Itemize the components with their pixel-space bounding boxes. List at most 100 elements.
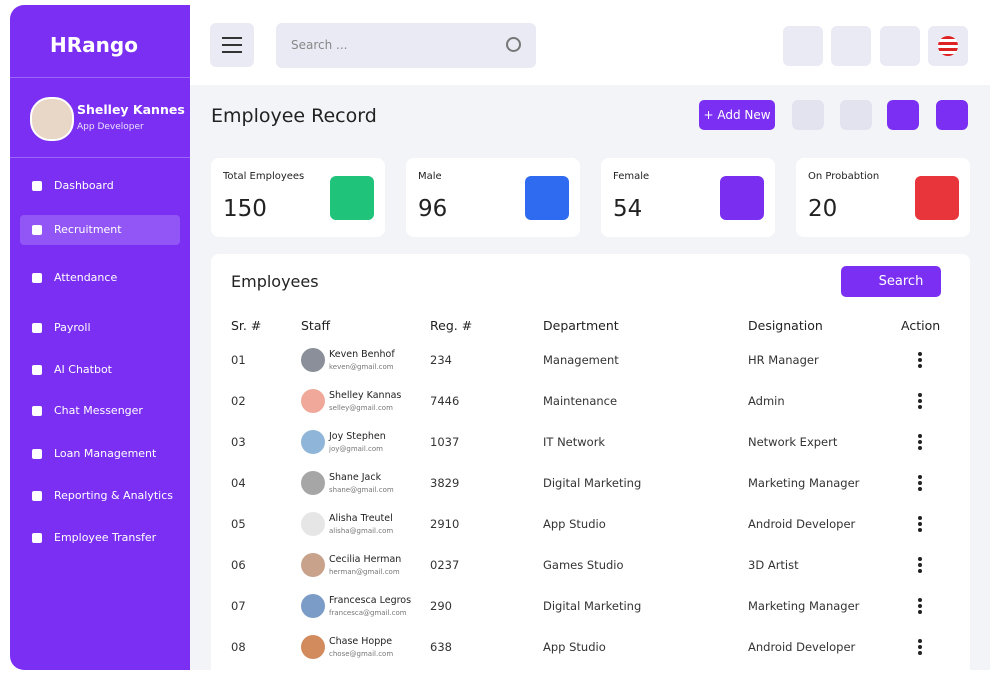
nav-item[interactable]: Recruitment (20, 215, 180, 245)
stat-icon (525, 176, 569, 220)
nav-item[interactable]: Attendance (20, 263, 180, 293)
action-menu[interactable] (918, 440, 922, 444)
reg-number: 1037 (430, 435, 460, 449)
action-menu[interactable] (918, 399, 922, 403)
nav-icon (32, 273, 42, 283)
user-avatar (30, 97, 74, 141)
info-action[interactable] (887, 100, 919, 130)
stat-value: 96 (418, 196, 448, 222)
sr-number: 02 (231, 394, 246, 408)
theme-button[interactable] (783, 26, 823, 66)
staff-email: joy@gmail.com (329, 445, 383, 453)
staff-name: Francesca Legros (329, 595, 412, 606)
nav-item[interactable]: Dashboard (20, 171, 180, 201)
content: Employee Record + Add New Total Employee… (190, 85, 990, 675)
stat-card: On Probabtion 20 (796, 158, 970, 237)
nav-item[interactable]: Reporting & Analytics (20, 481, 180, 511)
reg-number: 234 (430, 353, 452, 367)
divider (10, 157, 190, 158)
reg-number: 7446 (430, 394, 460, 408)
nav-icon (32, 406, 42, 416)
staff-avatar (301, 635, 325, 659)
user-name: Shelley Kannes (77, 102, 185, 117)
action-menu[interactable] (918, 522, 922, 526)
nav-icon (32, 449, 42, 459)
stat-card: Total Employees 150 (211, 158, 385, 237)
staff-avatar (301, 348, 325, 372)
action-menu[interactable] (918, 604, 922, 608)
notification-button[interactable] (880, 26, 920, 66)
action-menu[interactable] (918, 563, 922, 567)
staff-email: alisha@gmail.com (329, 527, 394, 535)
staff-name: Shane Jack (329, 472, 382, 483)
stat-label: Total Employees (223, 171, 305, 182)
designation: Android Developer (748, 517, 856, 531)
department: IT Network (543, 435, 606, 449)
nav-item[interactable]: Employee Transfer (20, 523, 180, 553)
reg-number: 3829 (430, 476, 460, 490)
column-header: Sr. # (231, 318, 262, 333)
filter-action[interactable] (936, 100, 968, 130)
table-search-button[interactable]: Search (841, 266, 941, 297)
employee-table: Employees Search Sr. # Staff Reg. # Departm… (211, 254, 970, 675)
topbar: Search ... (190, 5, 990, 85)
column-header: Department (543, 318, 619, 333)
reg-number: 2910 (430, 517, 460, 531)
designation: HR Manager (748, 353, 819, 367)
stat-icon (330, 176, 374, 220)
reg-number: 638 (430, 640, 452, 654)
language-button[interactable] (928, 26, 968, 66)
search-icon (506, 37, 521, 52)
reg-number: 290 (430, 599, 452, 613)
sidebar: HRango Shelley Kannes App Developer Dash… (10, 5, 190, 670)
column-header: Designation (748, 318, 823, 333)
designation: 3D Artist (748, 558, 799, 572)
nav-icon (32, 491, 42, 501)
department: App Studio (543, 517, 606, 531)
nav-item[interactable]: AI Chatbot (20, 355, 180, 385)
action-menu[interactable] (918, 645, 922, 649)
nav-icon (32, 365, 42, 375)
staff-name: Keven Benhof (329, 349, 395, 360)
divider (10, 77, 190, 78)
staff-email: francesca@gmail.com (329, 609, 407, 617)
sr-number: 04 (231, 476, 246, 490)
call-action[interactable] (840, 100, 872, 130)
user-role: App Developer (77, 122, 144, 132)
add-button[interactable]: + Add New (699, 100, 775, 130)
department: Maintenance (543, 394, 618, 408)
nav-icon (32, 323, 42, 333)
department: Digital Marketing (543, 599, 642, 613)
staff-email: shane@gmail.com (329, 486, 394, 494)
stat-icon (720, 176, 764, 220)
department: Management (543, 353, 619, 367)
nav-item[interactable]: Loan Management (20, 439, 180, 469)
sr-number: 01 (231, 353, 246, 367)
search-placeholder: Search ... (291, 38, 348, 52)
staff-email: herman@gmail.com (329, 568, 400, 576)
stat-icon (915, 176, 959, 220)
action-menu[interactable] (918, 481, 922, 485)
menu-button[interactable] (210, 23, 254, 67)
designation: Marketing Manager (748, 599, 860, 613)
designation: Admin (748, 394, 785, 408)
department: Digital Marketing (543, 476, 642, 490)
stat-label: On Probabtion (808, 171, 880, 182)
search-box[interactable]: Search ... (276, 23, 536, 68)
staff-email: selley@gmail.com (329, 404, 393, 412)
nav-icon (32, 225, 42, 235)
staff-avatar (301, 430, 325, 454)
staff-name: Shelley Kannas (329, 390, 402, 401)
nav-item[interactable]: Chat Messenger (20, 396, 180, 426)
email-action[interactable] (792, 100, 824, 130)
action-menu[interactable] (918, 358, 922, 362)
staff-avatar (301, 389, 325, 413)
staff-avatar (301, 471, 325, 495)
reg-number: 0237 (430, 558, 460, 572)
mail-button[interactable] (831, 26, 871, 66)
nav-item[interactable]: Payroll (20, 313, 180, 343)
staff-email: chose@gmail.com (329, 650, 394, 658)
designation: Android Developer (748, 640, 856, 654)
page-title: Employee Record (211, 105, 377, 127)
